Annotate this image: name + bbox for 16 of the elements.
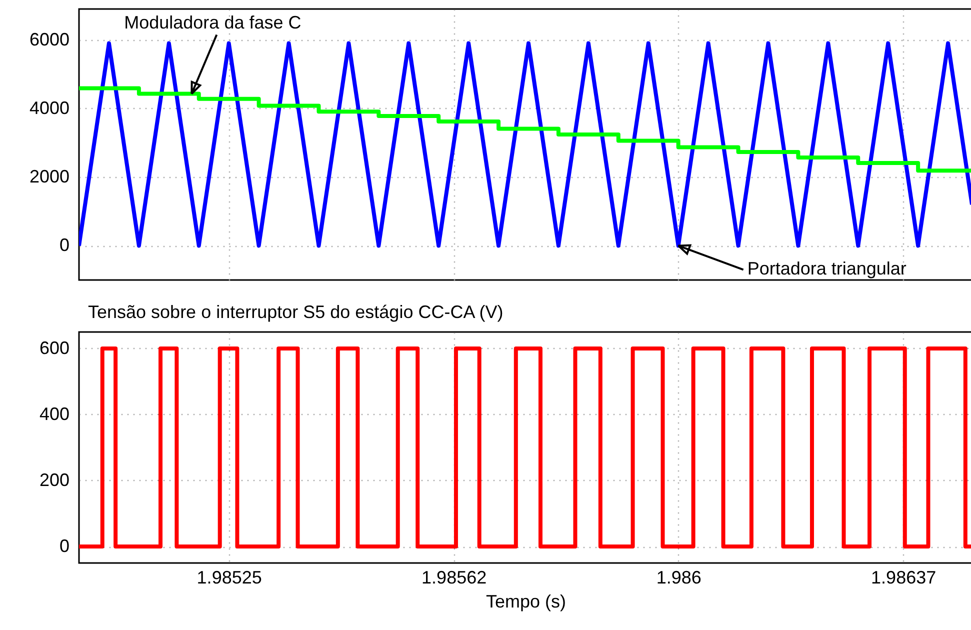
y-tick-label: 4000: [29, 98, 70, 118]
x-tick-label: 1.98525: [196, 568, 262, 588]
annotation: Portadora triangular: [747, 258, 906, 279]
y-tick-label: 0: [59, 235, 70, 256]
y-tick-label: 6000: [29, 29, 70, 50]
y-tick-label: 200: [39, 470, 70, 490]
x-tick-label: 1.98637: [871, 568, 936, 588]
x-axis-title: Tempo (s): [486, 592, 566, 612]
x-tick-label: 1.986: [656, 568, 702, 588]
y-tick-label: 2000: [29, 166, 70, 187]
x-tick-label: 1.98562: [422, 568, 487, 588]
y-tick-label: 400: [39, 404, 70, 424]
annotation: Moduladora da fase C: [124, 12, 302, 33]
y-tick-label: 600: [39, 338, 70, 358]
chart-title: Tensão sobre o interruptor S5 do estágio CC-CA (V): [88, 302, 504, 322]
y-tick-label: 0: [59, 536, 70, 556]
